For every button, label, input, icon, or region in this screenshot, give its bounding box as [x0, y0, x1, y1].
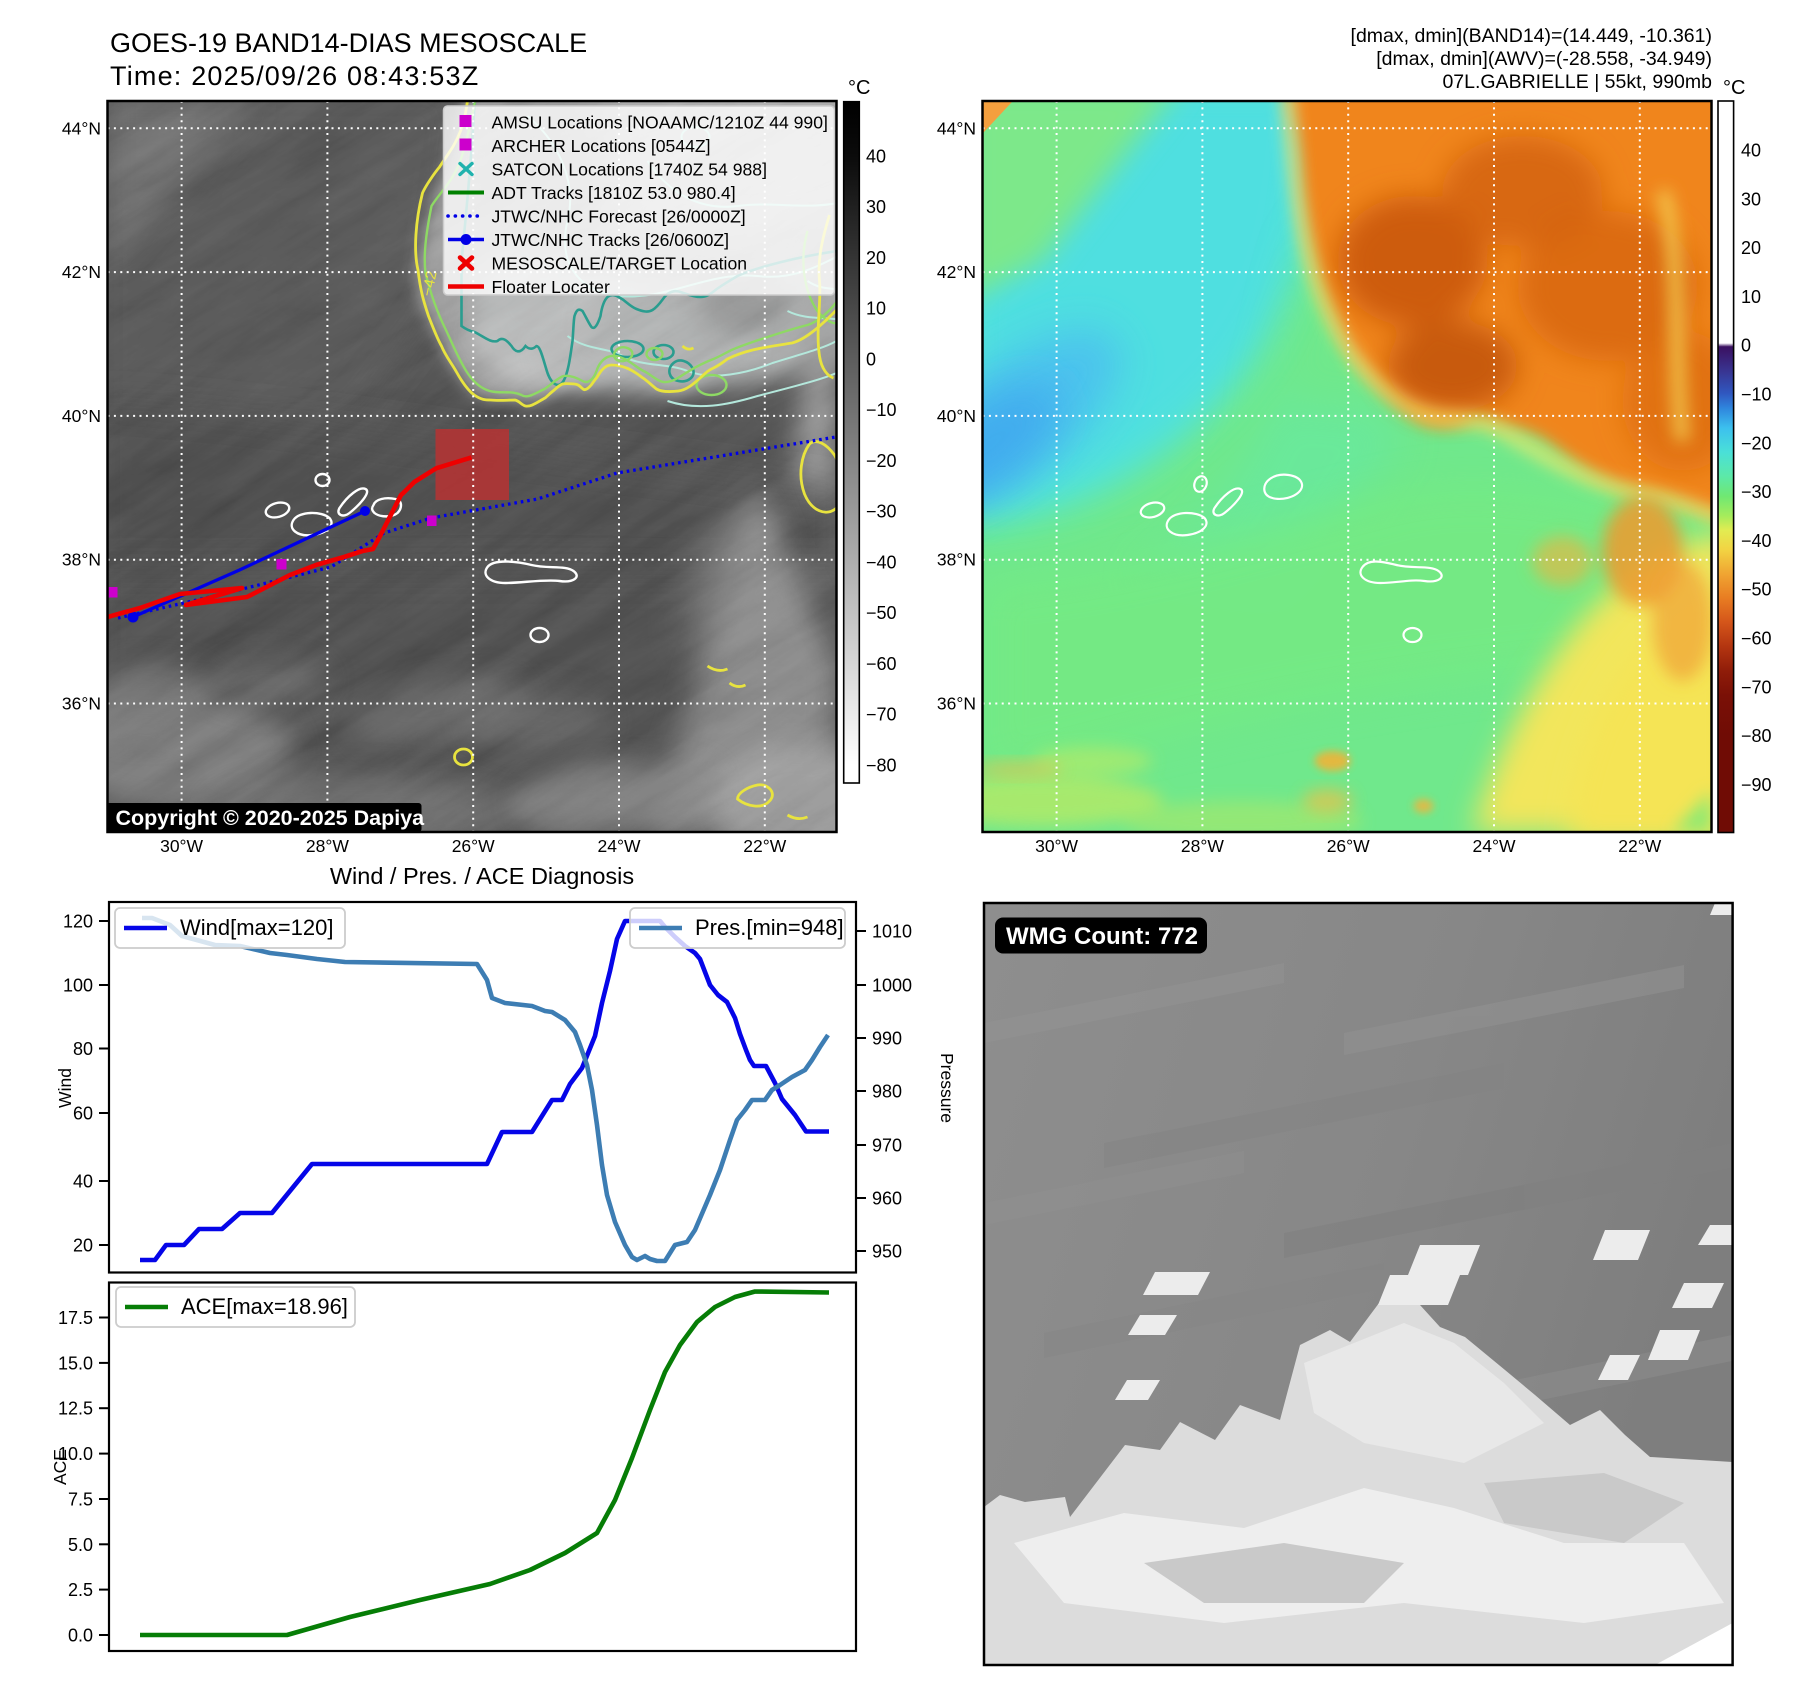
svg-text:7.5: 7.5: [68, 1490, 93, 1510]
svg-text:ADT Tracks [1810Z 53.0 980.4]: ADT Tracks [1810Z 53.0 980.4]: [492, 183, 736, 203]
svg-text:24°W: 24°W: [1473, 836, 1516, 856]
svg-text:−40: −40: [866, 552, 897, 572]
svg-text:22°W: 22°W: [1618, 836, 1661, 856]
svg-text:2.5: 2.5: [68, 1580, 93, 1600]
svg-text:40: 40: [1741, 141, 1761, 161]
svg-text:[dmax, dmin](BAND14)=(14.449,: [dmax, dmin](BAND14)=(14.449, -10.361): [1351, 25, 1712, 47]
svg-text:07L.GABRIELLE | 55kt, 990mb: 07L.GABRIELLE | 55kt, 990mb: [1442, 71, 1712, 93]
svg-text:Wind: Wind: [55, 1068, 75, 1108]
svg-text:JTWC/NHC Forecast [26/0000Z]: JTWC/NHC Forecast [26/0000Z]: [492, 207, 746, 227]
svg-text:26°W: 26°W: [452, 836, 495, 856]
svg-text:SATCON Locations [1740Z 54 988: SATCON Locations [1740Z 54 988]: [492, 160, 767, 180]
svg-text:−42: −42: [419, 269, 441, 297]
svg-text:GOES-19 BAND14-DIAS MESOSCALE: GOES-19 BAND14-DIAS MESOSCALE: [110, 28, 587, 58]
svg-text:−50: −50: [866, 603, 897, 623]
svg-text:[dmax, dmin](AWV)=(-28.558, -3: [dmax, dmin](AWV)=(-28.558, -34.949): [1376, 48, 1712, 70]
svg-text:40°N: 40°N: [937, 406, 976, 426]
svg-text:0: 0: [1741, 336, 1751, 356]
svg-text:ARCHER Locations [0544Z]: ARCHER Locations [0544Z]: [492, 136, 711, 156]
svg-text:980: 980: [872, 1082, 902, 1102]
svg-text:−70: −70: [866, 705, 897, 725]
svg-text:40: 40: [866, 146, 886, 166]
svg-text:990: 990: [872, 1029, 902, 1049]
svg-text:ACE[max=18.96]: ACE[max=18.96]: [181, 1294, 348, 1319]
svg-text:20: 20: [866, 248, 886, 268]
svg-text:970: 970: [872, 1136, 902, 1156]
svg-text:Pressure: Pressure: [937, 1053, 957, 1123]
svg-text:−60: −60: [866, 654, 897, 674]
svg-text:Floater Locater: Floater Locater: [492, 277, 610, 297]
svg-text:Pres.[min=948]: Pres.[min=948]: [695, 915, 844, 940]
svg-text:17.5: 17.5: [58, 1308, 93, 1328]
svg-text:20: 20: [1741, 238, 1761, 258]
svg-text:80: 80: [73, 1039, 93, 1059]
svg-text:−50: −50: [1741, 580, 1772, 600]
svg-text:960: 960: [872, 1189, 902, 1209]
svg-text:24°W: 24°W: [598, 836, 641, 856]
svg-text:38°N: 38°N: [62, 550, 101, 570]
svg-text:ACE: ACE: [50, 1449, 70, 1485]
svg-text:1010: 1010: [872, 922, 912, 942]
svg-text:Time: 2025/09/26 08:43:53Z: Time: 2025/09/26 08:43:53Z: [110, 61, 479, 91]
svg-text:°C: °C: [848, 77, 870, 99]
svg-text:22°W: 22°W: [743, 836, 786, 856]
svg-text:100: 100: [63, 976, 93, 996]
svg-text:42°N: 42°N: [937, 262, 976, 282]
svg-text:42°N: 42°N: [62, 262, 101, 282]
svg-text:Wind / Pres. / ACE Diagnosis: Wind / Pres. / ACE Diagnosis: [330, 863, 634, 889]
svg-text:30: 30: [1741, 189, 1761, 209]
svg-text:38°N: 38°N: [937, 550, 976, 570]
svg-text:44°N: 44°N: [62, 118, 101, 138]
svg-text:60: 60: [73, 1104, 93, 1124]
svg-text:10: 10: [1741, 287, 1761, 307]
svg-text:WMG Count: 772: WMG Count: 772: [1006, 923, 1198, 950]
svg-text:26°W: 26°W: [1327, 836, 1370, 856]
svg-text:10.0: 10.0: [58, 1444, 93, 1464]
svg-text:10: 10: [866, 299, 886, 319]
svg-text:−30: −30: [1741, 482, 1772, 502]
svg-text:AMSU Locations [NOAAMC/1210Z 4: AMSU Locations [NOAAMC/1210Z 44 990]: [492, 113, 828, 133]
svg-text:36°N: 36°N: [937, 694, 976, 714]
svg-text:20: 20: [73, 1236, 93, 1256]
svg-text:JTWC/NHC Tracks [26/0600Z]: JTWC/NHC Tracks [26/0600Z]: [492, 230, 730, 250]
svg-text:120: 120: [63, 912, 93, 932]
svg-text:30°W: 30°W: [1035, 836, 1078, 856]
svg-text:Wind[max=120]: Wind[max=120]: [180, 915, 333, 940]
svg-text:40: 40: [73, 1172, 93, 1192]
svg-text:36°N: 36°N: [62, 694, 101, 714]
svg-text:°C: °C: [1723, 77, 1745, 99]
svg-text:−60: −60: [1741, 629, 1772, 649]
svg-text:40°N: 40°N: [62, 406, 101, 426]
svg-text:1000: 1000: [872, 976, 912, 996]
svg-text:−20: −20: [1741, 433, 1772, 453]
svg-text:−70: −70: [1741, 677, 1772, 697]
svg-text:30°W: 30°W: [160, 836, 203, 856]
svg-text:−90: −90: [1741, 775, 1772, 795]
svg-text:−10: −10: [866, 400, 897, 420]
svg-text:0.0: 0.0: [68, 1626, 93, 1646]
svg-text:0: 0: [866, 349, 876, 369]
svg-text:Copyright © 2020-2025 Dapiya: Copyright © 2020-2025 Dapiya: [116, 806, 426, 830]
svg-text:5.0: 5.0: [68, 1535, 93, 1555]
svg-text:28°W: 28°W: [306, 836, 349, 856]
svg-text:−30: −30: [866, 502, 897, 522]
svg-text:950: 950: [872, 1242, 902, 1262]
svg-text:12.5: 12.5: [58, 1399, 93, 1419]
svg-text:30: 30: [866, 197, 886, 217]
svg-text:−40: −40: [1741, 531, 1772, 551]
svg-text:44°N: 44°N: [937, 118, 976, 138]
svg-text:−20: −20: [866, 451, 897, 471]
svg-text:−80: −80: [866, 755, 897, 775]
svg-text:15.0: 15.0: [58, 1353, 93, 1373]
svg-text:MESOSCALE/TARGET Location: MESOSCALE/TARGET Location: [492, 254, 748, 274]
svg-text:−10: −10: [1741, 385, 1772, 405]
svg-text:28°W: 28°W: [1181, 836, 1224, 856]
svg-text:−80: −80: [1741, 726, 1772, 746]
